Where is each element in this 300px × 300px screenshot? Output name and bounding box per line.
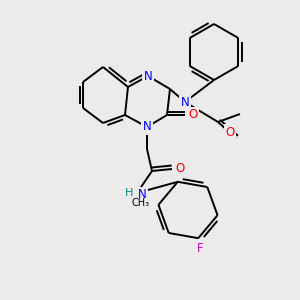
Text: N: N	[138, 188, 146, 202]
Text: CH₃: CH₃	[131, 198, 149, 208]
Text: O: O	[188, 109, 198, 122]
Text: N: N	[144, 70, 152, 83]
Text: N: N	[142, 121, 152, 134]
Text: O: O	[176, 163, 184, 176]
Text: N: N	[181, 95, 189, 109]
Text: F: F	[197, 242, 204, 255]
Text: O: O	[225, 125, 235, 139]
Text: H: H	[125, 188, 133, 198]
